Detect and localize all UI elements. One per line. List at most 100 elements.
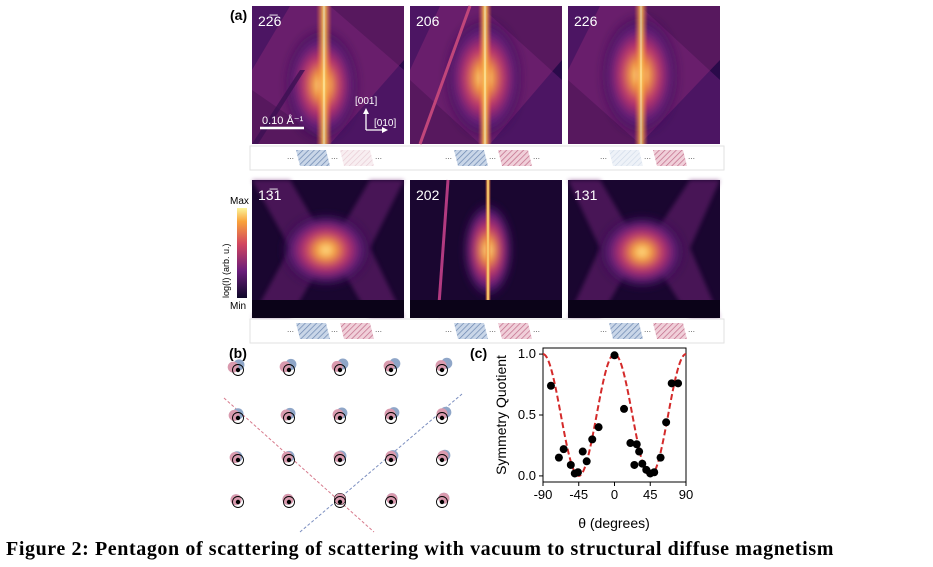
data-point bbox=[630, 460, 639, 469]
site-center bbox=[337, 415, 343, 421]
x-tick-label: 45 bbox=[643, 487, 657, 502]
data-point bbox=[662, 418, 671, 427]
data-point bbox=[650, 468, 659, 477]
colorbar-max: Max bbox=[230, 196, 249, 207]
svg-text:⋯: ⋯ bbox=[489, 156, 496, 163]
svg-text:⋯: ⋯ bbox=[688, 329, 695, 336]
site-ring bbox=[385, 454, 397, 466]
symmetry-quotient-chart: Symmetry Quotient θ (degrees) -90 -45 0 45 9… bbox=[493, 346, 693, 531]
blue-domain-icon bbox=[296, 150, 330, 166]
pink-domain-icon bbox=[498, 150, 532, 166]
domain-legend-206: ⋯ ⋯ ⋯ bbox=[445, 150, 540, 166]
svg-text:⋯: ⋯ bbox=[600, 329, 607, 336]
lattice-diagram bbox=[227, 357, 453, 508]
x-tick-label: -45 bbox=[569, 487, 588, 502]
svg-text:⋯: ⋯ bbox=[445, 156, 452, 163]
data-point bbox=[674, 379, 683, 388]
reflection-label: 22̅6 bbox=[258, 13, 282, 29]
svg-text:⋯: ⋯ bbox=[489, 329, 496, 336]
lattice-site bbox=[334, 493, 346, 505]
site-center bbox=[337, 457, 343, 463]
site-ring bbox=[385, 412, 397, 424]
reflection-label: 13̅1 bbox=[258, 187, 282, 203]
site-ring bbox=[283, 412, 295, 424]
panel-a-label: (a) bbox=[230, 7, 247, 23]
site-ring bbox=[436, 364, 448, 376]
svg-text:⋯: ⋯ bbox=[331, 156, 338, 163]
blue-domain-icon bbox=[609, 323, 643, 339]
site-ring bbox=[385, 364, 397, 376]
caption-area: Figure 2: Pentagon of scattering of scat… bbox=[6, 538, 834, 560]
site-center bbox=[286, 457, 292, 463]
site-ring bbox=[232, 454, 244, 466]
lattice-site bbox=[385, 450, 397, 462]
x-axis-label: θ (degrees) bbox=[578, 515, 650, 531]
data-point bbox=[620, 404, 629, 413]
site-center bbox=[235, 457, 241, 463]
reflection-label: 226 bbox=[574, 13, 598, 29]
data-point bbox=[546, 381, 555, 390]
blue-domain-icon bbox=[454, 323, 488, 339]
site-center bbox=[286, 499, 292, 505]
map-22-6: 22̅6 0.10 Å⁻¹ [001] [010] bbox=[252, 6, 404, 144]
map-13-1: 13̅1 bbox=[252, 180, 404, 318]
map-226: 226 bbox=[568, 6, 720, 144]
blue-domain-icon bbox=[609, 150, 643, 166]
svg-text:⋯: ⋯ bbox=[688, 156, 695, 163]
map-202: 202 bbox=[410, 179, 562, 319]
y-tick-label: 0.0 bbox=[518, 468, 536, 483]
pink-domain-icon bbox=[653, 150, 687, 166]
reflection-label: 202 bbox=[416, 187, 440, 203]
site-ring bbox=[385, 496, 397, 508]
data-point bbox=[594, 423, 603, 432]
site-ring bbox=[334, 364, 346, 376]
panel-c-label: (c) bbox=[470, 345, 487, 361]
site-ring bbox=[334, 454, 346, 466]
map-131: 131 bbox=[568, 180, 720, 318]
site-center bbox=[439, 367, 445, 373]
x-tick-label: 0 bbox=[611, 487, 618, 502]
x-tick-label: -90 bbox=[534, 487, 553, 502]
scalebar-label: 0.10 Å⁻¹ bbox=[262, 114, 304, 127]
site-ring bbox=[283, 454, 295, 466]
site-ring bbox=[232, 412, 244, 424]
site-ring bbox=[232, 364, 244, 376]
data-point bbox=[582, 457, 591, 466]
pink-domain-icon bbox=[340, 323, 374, 339]
site-center bbox=[337, 499, 343, 505]
data-point bbox=[588, 435, 597, 444]
site-ring bbox=[334, 496, 346, 508]
site-ring bbox=[334, 412, 346, 424]
svg-text:⋯: ⋯ bbox=[445, 329, 452, 336]
y-tick-label: 1.0 bbox=[518, 346, 536, 361]
data-point bbox=[667, 379, 676, 388]
domain-legend-131: ⋯ ⋯ ⋯ bbox=[600, 323, 695, 339]
svg-text:⋯: ⋯ bbox=[600, 156, 607, 163]
svg-text:⋯: ⋯ bbox=[533, 156, 540, 163]
svg-text:⋯: ⋯ bbox=[287, 329, 294, 336]
reflection-label: 131 bbox=[574, 187, 598, 203]
data-point bbox=[635, 447, 644, 456]
site-ring bbox=[436, 496, 448, 508]
site-center bbox=[388, 457, 394, 463]
data-point bbox=[626, 439, 635, 448]
pink-domain-icon bbox=[498, 323, 532, 339]
site-ring bbox=[232, 496, 244, 508]
figure-caption: Figure 2: Pentagon of scattering of scat… bbox=[6, 538, 834, 560]
svg-text:⋯: ⋯ bbox=[375, 329, 382, 336]
data-point bbox=[610, 351, 619, 360]
site-center bbox=[388, 367, 394, 373]
y-tick-label: 0.5 bbox=[518, 407, 536, 422]
site-ring bbox=[283, 364, 295, 376]
data-point bbox=[638, 459, 647, 468]
svg-text:⋯: ⋯ bbox=[644, 329, 651, 336]
data-point bbox=[559, 445, 568, 454]
site-center bbox=[286, 367, 292, 373]
site-center bbox=[235, 367, 241, 373]
axis-up-label: [001] bbox=[355, 96, 377, 107]
plot-frame bbox=[542, 347, 687, 483]
svg-text:⋯: ⋯ bbox=[644, 156, 651, 163]
axis-right-label: [010] bbox=[374, 118, 396, 129]
svg-text:⋯: ⋯ bbox=[331, 329, 338, 336]
